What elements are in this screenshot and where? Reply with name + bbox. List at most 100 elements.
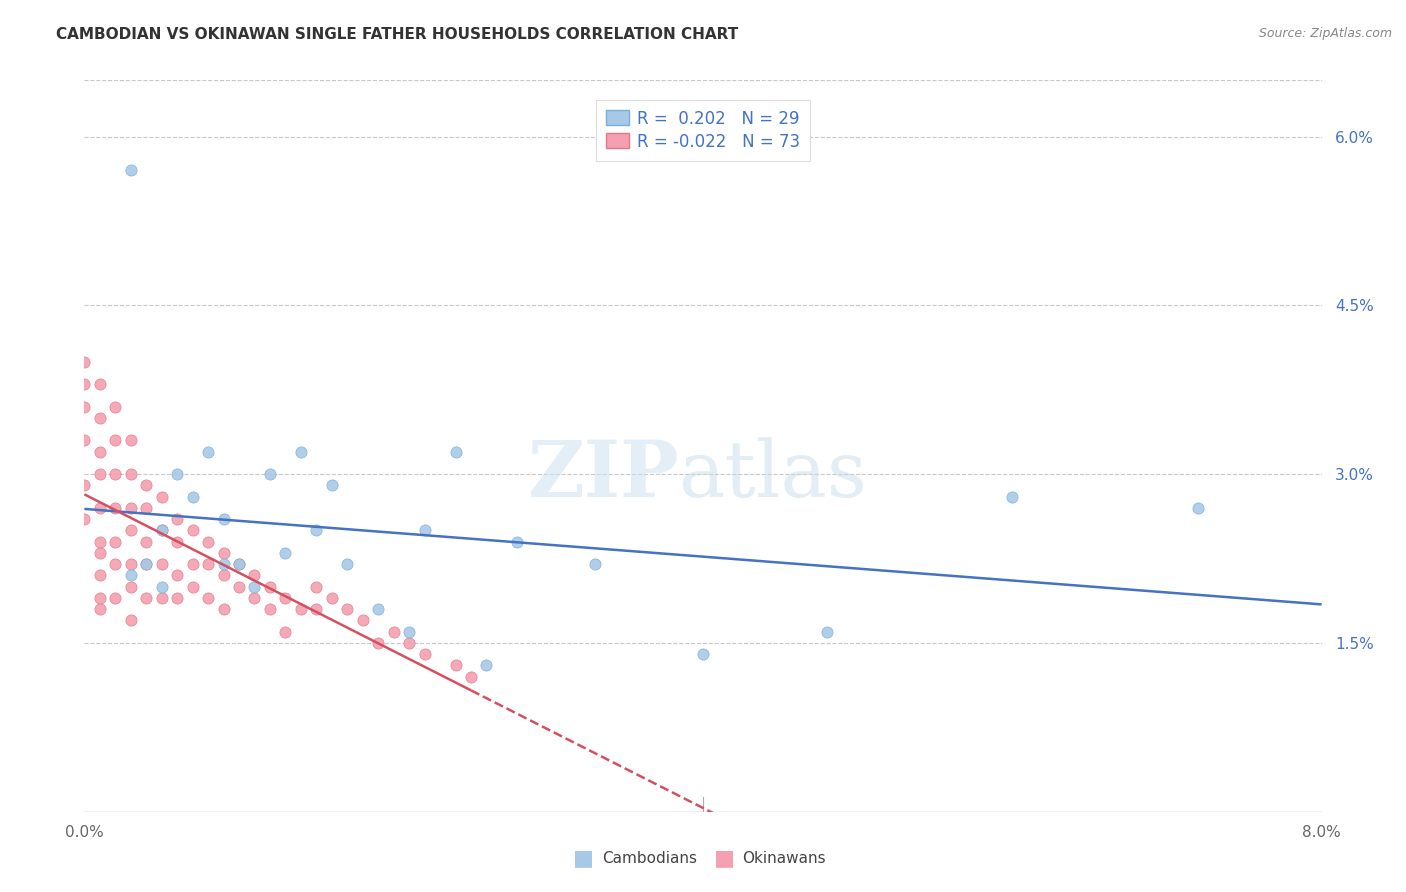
- Text: Source: ZipAtlas.com: Source: ZipAtlas.com: [1258, 27, 1392, 40]
- Point: [367, 602, 389, 616]
- Point: [583, 557, 606, 571]
- Legend: R =  0.202   N = 29, R = -0.022   N = 73: R = 0.202 N = 29, R = -0.022 N = 73: [596, 100, 810, 161]
- Point: [166, 534, 188, 549]
- Point: [120, 467, 142, 482]
- Point: [475, 658, 498, 673]
- Point: [398, 624, 420, 639]
- Point: [321, 591, 343, 605]
- Text: atlas: atlas: [678, 437, 868, 513]
- Point: [181, 490, 204, 504]
- Point: [444, 444, 467, 458]
- Point: [692, 647, 714, 661]
- Point: [1001, 490, 1024, 504]
- Point: [120, 163, 142, 178]
- Point: [150, 524, 173, 538]
- Point: [212, 546, 235, 560]
- Point: [444, 658, 467, 673]
- Point: [104, 591, 127, 605]
- Point: [506, 534, 529, 549]
- Point: [89, 602, 111, 616]
- Point: [274, 591, 297, 605]
- Point: [89, 410, 111, 425]
- Point: [197, 534, 219, 549]
- Point: [166, 512, 188, 526]
- Point: [104, 500, 127, 515]
- Point: [89, 568, 111, 582]
- Point: [228, 557, 250, 571]
- Point: [305, 580, 328, 594]
- Point: [1187, 500, 1209, 515]
- Point: [398, 636, 420, 650]
- Point: [815, 624, 838, 639]
- Point: [104, 467, 127, 482]
- Point: [150, 557, 173, 571]
- Point: [104, 534, 127, 549]
- Text: ■: ■: [574, 848, 593, 868]
- Point: [243, 580, 266, 594]
- Point: [367, 636, 389, 650]
- Point: [228, 580, 250, 594]
- Point: [135, 557, 157, 571]
- Point: [120, 568, 142, 582]
- Point: [243, 591, 266, 605]
- Point: [197, 591, 219, 605]
- Point: [135, 478, 157, 492]
- Point: [259, 580, 281, 594]
- Point: [73, 377, 96, 392]
- Point: [336, 602, 359, 616]
- Point: [181, 524, 204, 538]
- Text: ZIP: ZIP: [527, 437, 678, 513]
- Point: [73, 400, 96, 414]
- Point: [135, 534, 157, 549]
- Point: [259, 467, 281, 482]
- Point: [89, 377, 111, 392]
- Point: [135, 557, 157, 571]
- Point: [150, 490, 173, 504]
- Point: [212, 512, 235, 526]
- Point: [73, 354, 96, 368]
- Point: [181, 580, 204, 594]
- Text: ■: ■: [714, 848, 734, 868]
- Point: [120, 557, 142, 571]
- Point: [197, 557, 219, 571]
- Point: [336, 557, 359, 571]
- Point: [120, 434, 142, 448]
- Point: [166, 568, 188, 582]
- Point: [89, 467, 111, 482]
- Point: [382, 624, 405, 639]
- Point: [274, 624, 297, 639]
- Point: [89, 534, 111, 549]
- Point: [135, 591, 157, 605]
- Point: [290, 444, 312, 458]
- Point: [150, 591, 173, 605]
- Point: [120, 500, 142, 515]
- Point: [212, 602, 235, 616]
- Point: [73, 434, 96, 448]
- Point: [120, 614, 142, 628]
- Point: [305, 524, 328, 538]
- Point: [413, 524, 436, 538]
- Point: [89, 591, 111, 605]
- Point: [135, 500, 157, 515]
- Point: [73, 478, 96, 492]
- Point: [89, 546, 111, 560]
- Point: [212, 568, 235, 582]
- Text: CAMBODIAN VS OKINAWAN SINGLE FATHER HOUSEHOLDS CORRELATION CHART: CAMBODIAN VS OKINAWAN SINGLE FATHER HOUS…: [56, 27, 738, 42]
- Point: [73, 512, 96, 526]
- Point: [460, 670, 482, 684]
- Point: [166, 591, 188, 605]
- Point: [413, 647, 436, 661]
- Point: [166, 467, 188, 482]
- Point: [352, 614, 374, 628]
- Point: [181, 557, 204, 571]
- Text: Okinawans: Okinawans: [742, 851, 825, 865]
- Point: [321, 478, 343, 492]
- Point: [89, 444, 111, 458]
- Point: [228, 557, 250, 571]
- Point: [150, 580, 173, 594]
- Point: [197, 444, 219, 458]
- Point: [243, 568, 266, 582]
- Point: [150, 524, 173, 538]
- Point: [89, 500, 111, 515]
- Point: [120, 524, 142, 538]
